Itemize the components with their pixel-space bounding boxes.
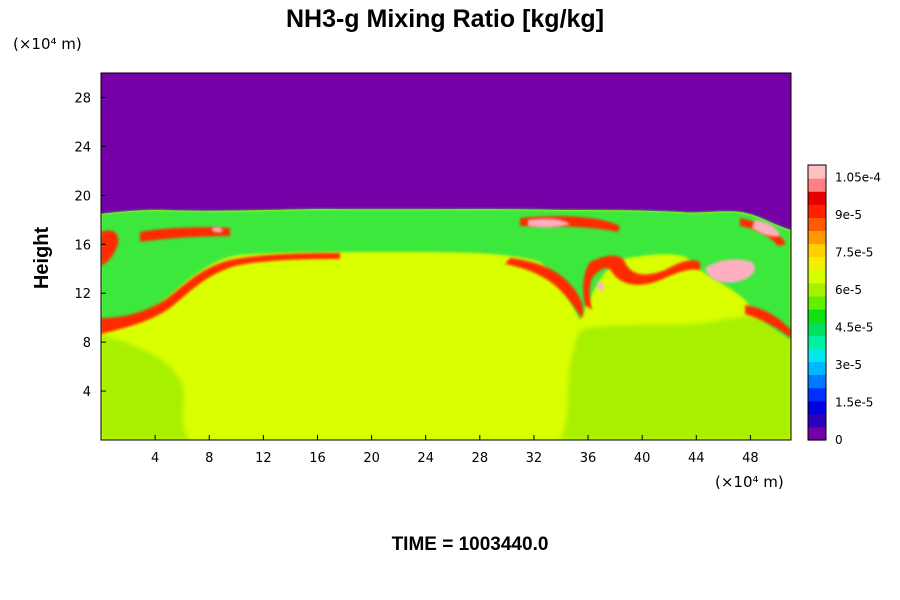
colorbar-label: 6e-5 <box>835 283 862 297</box>
colorbar-label: 4.5e-5 <box>835 321 873 335</box>
field-lower-right-plume <box>560 316 791 440</box>
colorbar-frame <box>807 164 827 441</box>
colorbar-swatch <box>808 309 826 323</box>
colorbar-swatch <box>808 335 826 349</box>
colorbar <box>807 164 827 441</box>
colorbar-swatch <box>808 374 826 389</box>
x-tick-label: 4 <box>151 451 159 466</box>
y-tick-label: 12 <box>74 287 91 302</box>
time-label: TIME = 1003440.0 <box>392 534 549 555</box>
x-axis-ticks: 4 8 12 16 20 24 28 32 36 40 44 48 <box>151 435 759 466</box>
colorbar-swatch <box>808 230 826 245</box>
colorbar-swatch <box>808 217 826 232</box>
field-lower-left-plume <box>101 335 190 440</box>
field-upper <box>101 73 791 230</box>
x-tick-label: 32 <box>526 451 543 466</box>
field-cloud-band <box>101 209 791 340</box>
y-tick-label: 16 <box>74 238 91 253</box>
colorbar-swatch <box>808 178 826 192</box>
colorbar-labels: 0 1.5e-5 3e-5 4.5e-5 6e-5 7.5e-5 9e-5 1.05e-4 <box>835 171 881 448</box>
x-tick-label: 20 <box>363 451 380 466</box>
x-tick-label: 8 <box>205 451 213 466</box>
chart-title: NH3-g Mixing Ratio [kg/kg] <box>286 5 604 33</box>
x-unit-label: (×10⁴ m) <box>715 473 784 491</box>
colorbar-swatch <box>808 165 826 179</box>
x-tick-label: 12 <box>255 451 272 466</box>
colorbar-label: 1.5e-5 <box>835 396 873 410</box>
x-tick-label: 36 <box>580 451 597 466</box>
colorbar-label: 0 <box>835 433 843 447</box>
plot-frame <box>100 72 792 441</box>
x-tick-label: 28 <box>472 451 489 466</box>
x-tick-label: 48 <box>742 451 759 466</box>
colorbar-swatch <box>808 400 826 415</box>
colorbar-label: 3e-5 <box>835 358 862 372</box>
colorbar-swatch <box>808 361 826 376</box>
y-axis-label: Height <box>31 227 53 290</box>
colorbar-label: 7.5e-5 <box>835 246 873 260</box>
colorbar-swatch <box>808 269 826 284</box>
colorbar-swatch <box>808 426 826 441</box>
colorbar-swatch <box>808 243 826 258</box>
x-tick-label: 44 <box>688 451 705 466</box>
colorbar-swatch <box>808 413 826 428</box>
y-tick-label: 8 <box>83 336 91 351</box>
y-tick-label: 4 <box>83 385 91 400</box>
colorbar-swatch <box>808 256 826 271</box>
colorbar-label: 1.05e-4 <box>835 171 881 185</box>
colorbar-swatch <box>808 348 826 363</box>
field-high-band <box>101 216 791 338</box>
x-tick-label: 40 <box>634 451 651 466</box>
x-tick-label: 24 <box>417 451 434 466</box>
y-tick-label: 20 <box>74 189 91 204</box>
y-unit-label: (×10⁴ m) <box>13 35 82 53</box>
colorbar-swatch <box>808 322 826 336</box>
x-tick-label: 16 <box>309 451 326 466</box>
colorbar-swatch <box>808 282 826 297</box>
colorbar-swatch <box>808 204 826 218</box>
colorbar-swatch <box>808 295 826 310</box>
colorbar-label: 9e-5 <box>835 208 862 222</box>
y-tick-label: 28 <box>74 91 91 106</box>
colorbar-swatch <box>808 387 826 402</box>
y-tick-label: 24 <box>74 140 91 155</box>
heatmap-field <box>101 73 791 440</box>
y-axis-ticks: 4 8 12 16 20 24 28 <box>74 91 106 400</box>
colorbar-swatch <box>808 191 826 205</box>
